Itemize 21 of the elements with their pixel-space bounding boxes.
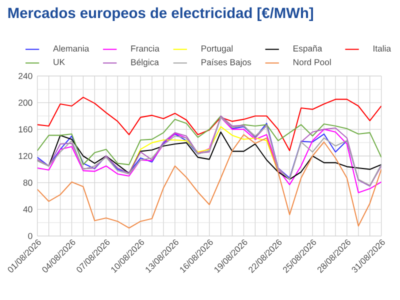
legend-label: Bélgica xyxy=(131,58,159,67)
line-series xyxy=(128,126,279,174)
legend-label: Países Bajos xyxy=(202,58,252,67)
legend-label: España xyxy=(294,45,322,54)
legend-label: UK xyxy=(54,59,65,66)
y-tick-label: 240 xyxy=(18,72,32,80)
line-series xyxy=(37,96,382,152)
y-tick-label: 200 xyxy=(18,100,32,106)
legend-label: Alemania xyxy=(53,45,90,52)
y-tick-label: 0 xyxy=(28,232,32,240)
legend-label: Portugal xyxy=(202,45,233,54)
legend-label: Francia xyxy=(131,45,160,52)
line-series xyxy=(37,115,382,166)
legend-label: Nord Pool xyxy=(294,58,331,66)
line-series xyxy=(37,134,382,229)
y-tick-label: 160 xyxy=(18,126,32,132)
chart-title: Mercados europeos de electricidad [€/MWh] xyxy=(8,7,313,22)
y-tick-label: 80 xyxy=(23,180,32,186)
y-tick-label: 120 xyxy=(18,152,32,160)
legend-label: Italia xyxy=(374,45,392,52)
y-tick-label: 40 xyxy=(23,206,32,212)
